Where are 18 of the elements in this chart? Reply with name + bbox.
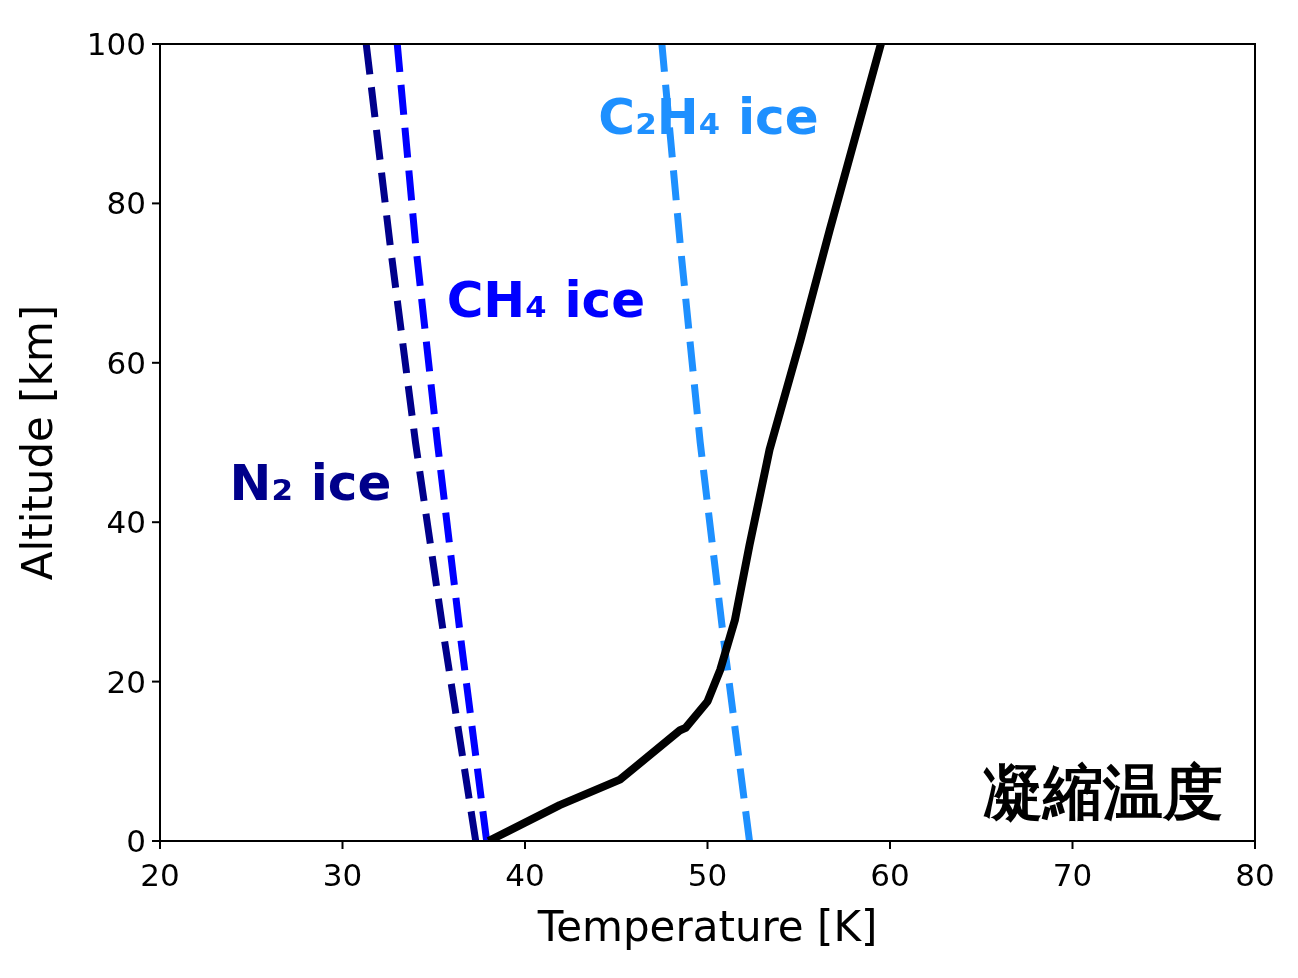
x-tick-label: 70 [1052,857,1093,893]
y-tick-label: 0 [126,823,146,859]
x-tick-label: 40 [505,857,545,893]
y-tick-label: 20 [106,663,146,700]
y-tick-label: 40 [106,504,146,541]
x-tick-label: 20 [140,857,180,893]
x-tick-label: 60 [870,857,910,893]
annotation: 凝縮温度 [983,757,1223,827]
series-label: N₂ ice [229,454,392,513]
x-tick-label: 80 [1235,857,1275,893]
y-tick-label: 60 [106,344,146,381]
y-tick-label: 80 [106,185,146,222]
x-axis-title: Temperature [K] [536,902,878,951]
y-axis-title: Altitude [km] [13,304,62,581]
series-label: CH₄ ice [446,271,646,330]
y-tick-label: 100 [86,26,146,62]
x-tick-label: 50 [687,857,728,893]
x-tick-label: 30 [322,857,363,893]
